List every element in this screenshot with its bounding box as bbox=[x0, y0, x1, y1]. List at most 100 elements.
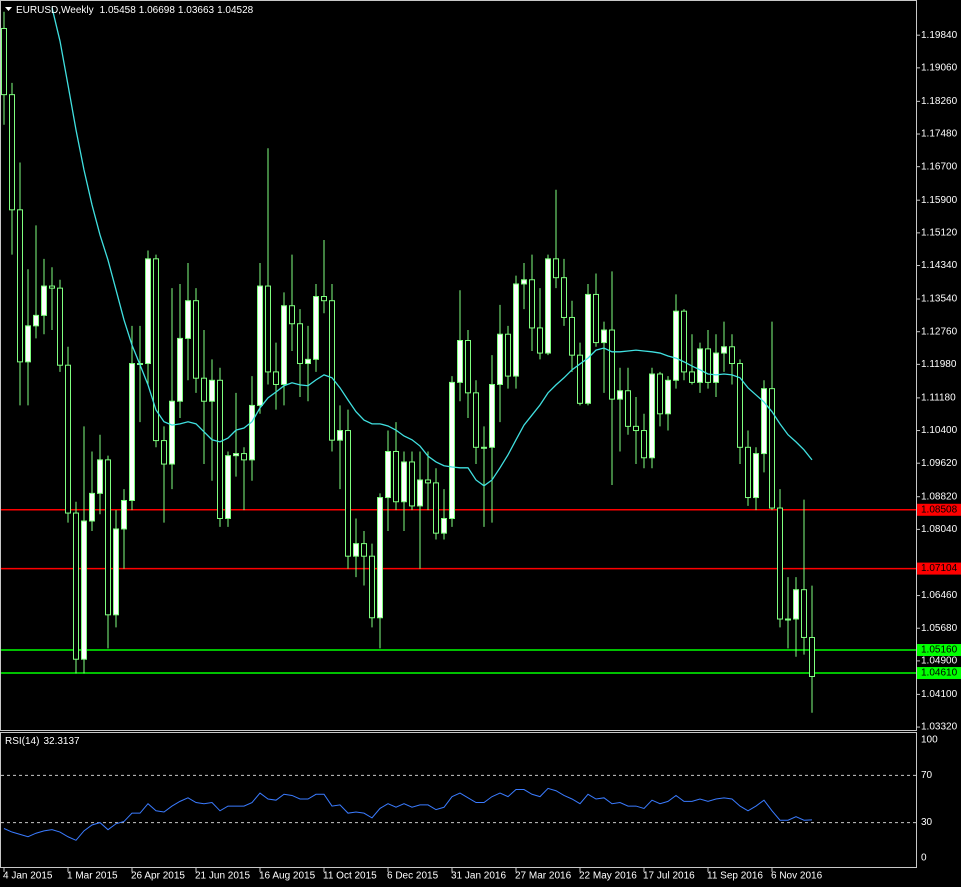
candle-body bbox=[633, 425, 639, 432]
x-tick-label: 6 Nov 2016 bbox=[771, 871, 823, 882]
plot bbox=[1, 7, 916, 841]
candle-body bbox=[41, 285, 47, 316]
x-tick-label: 1 Mar 2015 bbox=[67, 871, 118, 882]
open-value: 1.05458 bbox=[100, 5, 137, 16]
level-label-box bbox=[917, 562, 961, 575]
candle-body bbox=[97, 459, 103, 494]
candle-body bbox=[545, 258, 551, 354]
candle-body bbox=[257, 285, 263, 406]
close-value: 1.04528 bbox=[217, 5, 254, 16]
y-tick-label: 1.11980 bbox=[921, 359, 957, 370]
rsi-tick-label: 0 bbox=[921, 853, 927, 864]
candle-body bbox=[465, 339, 471, 394]
candle-body bbox=[1, 27, 7, 96]
candle-body bbox=[425, 479, 431, 484]
candle-body bbox=[73, 512, 79, 660]
candle-body bbox=[313, 296, 319, 360]
candle-body bbox=[665, 379, 671, 415]
header: EURUSD,Weekly 1.05458 1.06698 1.03663 1.0452… bbox=[16, 5, 254, 16]
y-tick-label: 1.16700 bbox=[921, 161, 958, 172]
candle-body bbox=[505, 333, 511, 377]
level-label: 1.08508 bbox=[921, 504, 958, 515]
y-tick-label: 1.14340 bbox=[921, 260, 958, 271]
candle-body bbox=[481, 446, 487, 449]
candle-body bbox=[145, 258, 151, 365]
candle-body bbox=[89, 492, 95, 522]
candle-body bbox=[169, 400, 175, 465]
low-value: 1.03663 bbox=[178, 5, 215, 16]
candle-body bbox=[193, 300, 199, 379]
candle-body bbox=[673, 310, 679, 381]
candle-body bbox=[249, 404, 255, 461]
menu-arrow[interactable] bbox=[5, 7, 12, 11]
candle-body bbox=[25, 325, 31, 363]
candle-body bbox=[57, 287, 63, 366]
candle-body bbox=[537, 327, 543, 354]
candle-body bbox=[321, 296, 327, 302]
candle-body bbox=[153, 258, 159, 442]
candle-body bbox=[329, 300, 335, 441]
candle-body bbox=[81, 520, 87, 660]
candle-body bbox=[809, 637, 815, 677]
candle-body bbox=[33, 314, 39, 327]
candle-body bbox=[497, 333, 503, 385]
y-tick-label: 1.05680 bbox=[921, 623, 958, 634]
candle-body bbox=[513, 283, 519, 377]
candle-body bbox=[449, 381, 455, 519]
candle-body bbox=[201, 377, 207, 402]
high-value: 1.06698 bbox=[139, 5, 176, 16]
candle-body bbox=[609, 329, 615, 400]
candle-body bbox=[769, 388, 775, 509]
candle-body bbox=[641, 430, 647, 459]
candle-body bbox=[297, 323, 303, 365]
candle-body bbox=[129, 363, 135, 501]
x-tick-label: 17 Jul 2016 bbox=[643, 871, 695, 882]
y-tick-label: 1.03320 bbox=[921, 722, 958, 733]
candle-body bbox=[793, 589, 799, 620]
level-label-box bbox=[917, 644, 961, 657]
candle-body bbox=[305, 358, 311, 365]
x-tick-label: 31 Jan 2016 bbox=[451, 871, 506, 882]
candle-body bbox=[209, 379, 215, 402]
x-tick-label: 21 Jun 2015 bbox=[195, 871, 250, 882]
candle-body bbox=[649, 373, 655, 459]
candle-body bbox=[777, 507, 783, 620]
candle-body bbox=[561, 277, 567, 318]
candle-body bbox=[377, 497, 383, 619]
level-label: 1.07104 bbox=[921, 563, 958, 574]
candle-body bbox=[753, 453, 759, 499]
candle-body bbox=[185, 300, 191, 339]
candle-body bbox=[745, 446, 751, 499]
candle-body bbox=[569, 316, 575, 356]
candle-body bbox=[17, 209, 23, 363]
candle-body bbox=[337, 430, 343, 441]
candle-body bbox=[49, 285, 55, 289]
candle-body bbox=[233, 453, 239, 457]
symbol: EURUSD,Weekly bbox=[16, 5, 94, 16]
level-label: 1.04610 bbox=[921, 668, 958, 679]
candle-body bbox=[161, 440, 167, 465]
y-tick-label: 1.12760 bbox=[921, 326, 958, 337]
candle-body bbox=[593, 293, 599, 344]
main-frame bbox=[0, 0, 917, 731]
candle-body bbox=[113, 528, 119, 616]
candle-body bbox=[345, 430, 351, 557]
candle-body bbox=[401, 461, 407, 503]
rsi-title: RSI(14) bbox=[5, 736, 39, 747]
y-tick-label: 1.04900 bbox=[921, 656, 958, 667]
candle-body bbox=[281, 305, 287, 385]
x-tick-label: 6 Dec 2015 bbox=[387, 871, 439, 882]
candle-body bbox=[265, 285, 271, 373]
y-tick-label: 1.19060 bbox=[921, 62, 958, 73]
candle-body bbox=[241, 453, 247, 461]
x-tick-label: 11 Oct 2015 bbox=[323, 871, 377, 882]
candle-body bbox=[705, 348, 711, 383]
rsi-tick-label: 30 bbox=[921, 817, 933, 828]
x-tick-label: 27 Mar 2016 bbox=[515, 871, 572, 882]
candle-body bbox=[657, 373, 663, 415]
y-tick-label: 1.04100 bbox=[921, 689, 958, 700]
y-tick-label: 1.15120 bbox=[921, 228, 958, 239]
candle-body bbox=[553, 258, 559, 279]
candle-body bbox=[801, 589, 807, 638]
